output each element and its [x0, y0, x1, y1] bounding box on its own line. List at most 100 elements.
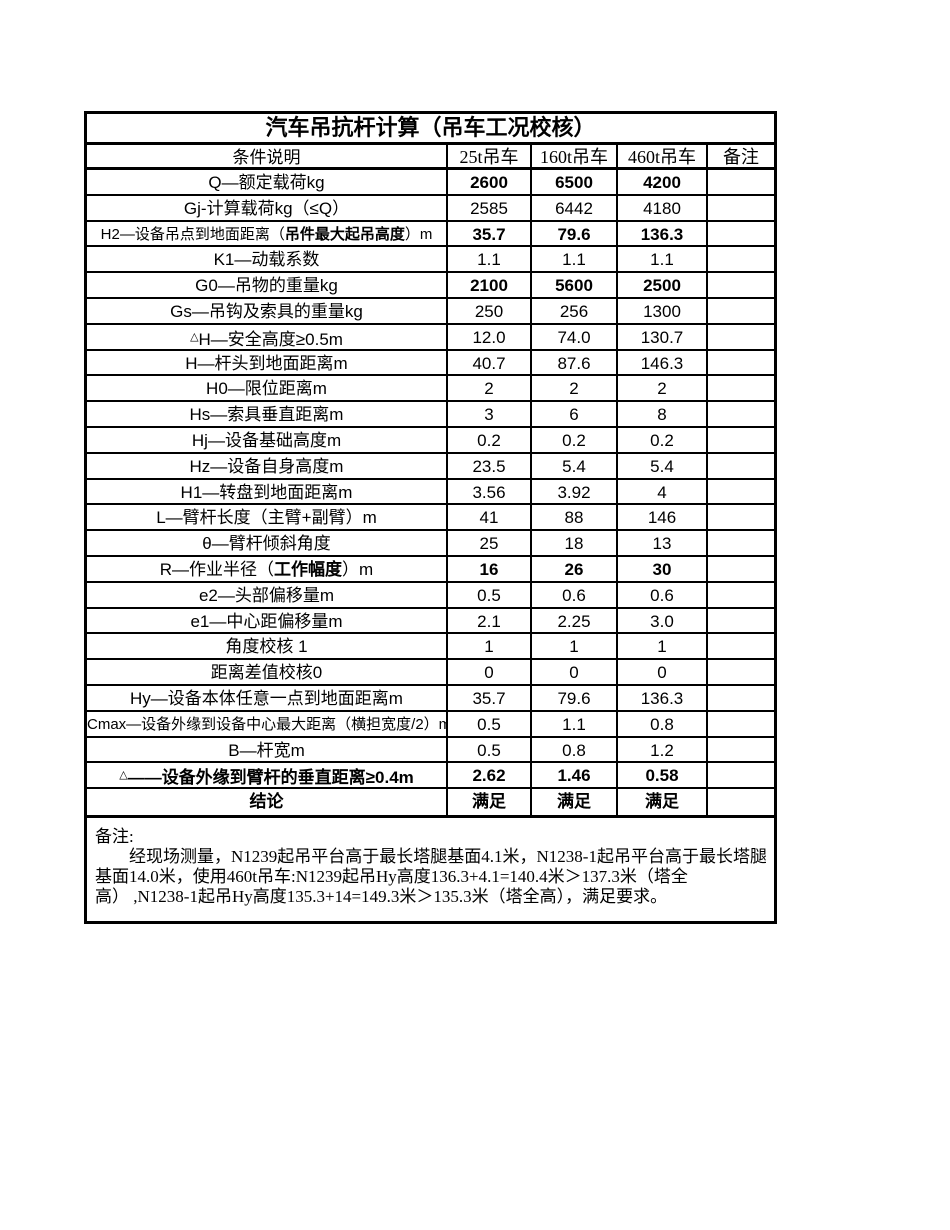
value-cell: 2500	[618, 273, 708, 297]
notes-line: 基面14.0米，使用460t吊车:N1239起吊Hy高度136.3+4.1=14…	[95, 866, 688, 886]
row-label: Q—额定载荷kg	[87, 170, 448, 194]
remark-cell	[708, 273, 774, 297]
value-cell: 1.1	[618, 247, 708, 272]
value-cell: 130.7	[618, 324, 708, 349]
label-text: 角度校核 1	[225, 637, 308, 657]
row-label: Gs—吊钩及索具的重量kg	[87, 298, 448, 323]
label-text: K1—动载系数	[213, 250, 320, 270]
value-cell: 1.46	[532, 763, 618, 788]
label-text: 吊件最大起吊高度	[284, 225, 405, 243]
value-cell: 6	[532, 402, 618, 426]
notes-line: 经现场测量，N1239起吊平台高于最长塔腿基面4.1米，N1238-1起吊平台高…	[129, 846, 766, 866]
table-row: Hy—设备本体任意一点到地面距离m 35.7 79.6 136.3	[87, 685, 774, 712]
table-row: θ—臂杆倾斜角度 25 18 13	[87, 531, 774, 557]
notes-box: 备注: 经现场测量，N1239起吊平台高于最长塔腿基面4.1米，N1238-1起…	[87, 814, 774, 921]
value-cell: 0.5	[448, 582, 532, 607]
label-text: R—作业半径（	[159, 559, 275, 579]
value-cell: 5.4	[532, 453, 618, 478]
label-text: H—杆头到地面距离m	[185, 353, 348, 373]
header-cell-0: 条件说明	[87, 145, 448, 167]
value-cell: 0	[618, 660, 708, 684]
value-cell: 0.8	[532, 737, 618, 762]
value-cell: 3.92	[532, 479, 618, 504]
value-cell: 0.2	[532, 427, 618, 452]
label-text: Q—额定载荷kg	[208, 173, 325, 192]
row-label: e2—头部偏移量m	[87, 582, 448, 607]
row-label: △H—安全高度≥0.5m	[87, 324, 448, 349]
remark-cell	[708, 170, 774, 194]
label-text: G0—吊物的重量kg	[195, 276, 338, 296]
value-cell: 2100	[448, 273, 532, 297]
value-cell: 250	[448, 298, 532, 323]
table-row: H—杆头到地面距离m 40.7 87.6 146.3	[87, 350, 774, 377]
row-label: R—作业半径（工作幅度）m	[87, 556, 448, 581]
table-row: Hz—设备自身高度m 23.5 5.4 5.4	[87, 453, 774, 480]
value-cell: 13	[618, 531, 708, 555]
label-text: θ—臂杆倾斜角度	[202, 534, 331, 554]
remark-cell	[708, 454, 774, 478]
remark-cell	[708, 480, 774, 504]
label-text: Hj—设备基础高度m	[191, 430, 342, 450]
remark-cell	[708, 247, 774, 271]
row-label: Hy—设备本体任意一点到地面距离m	[87, 685, 448, 710]
value-cell: 1	[532, 634, 618, 659]
row-label: H0—限位距离m	[87, 376, 448, 401]
row-label: 结论	[87, 789, 448, 815]
label-text: ）m	[342, 559, 374, 579]
value-cell: 2585	[448, 195, 532, 220]
table-row: L—臂杆长度（主臂+副臂）m 41 88 146	[87, 505, 774, 532]
remark-cell	[708, 583, 774, 607]
row-label: 角度校核 1	[87, 634, 448, 659]
value-cell: 18	[532, 531, 618, 555]
value-cell: 1	[448, 634, 532, 659]
value-cell: 0.8	[618, 711, 708, 736]
row-label: B—杆宽m	[87, 737, 448, 762]
value-cell: 35.7	[448, 221, 532, 246]
value-cell: 3.0	[618, 608, 708, 633]
value-cell: 2600	[448, 170, 532, 194]
table-row: R—作业半径（工作幅度）m 16 26 30	[87, 556, 774, 583]
value-cell: 0.5	[448, 711, 532, 736]
row-label: Hz—设备自身高度m	[87, 453, 448, 478]
label-text: e1—中心距偏移量m	[190, 611, 343, 631]
crane-calculation-table: 汽车吊抗杆计算（吊车工况校核） 条件说明 25t吊车 160t吊车 460t吊车 备注 …	[84, 111, 777, 924]
label-text: Hy—设备本体任意一点到地面距离m	[130, 688, 403, 708]
value-cell: 88	[532, 505, 618, 530]
value-cell: 256	[532, 298, 618, 323]
value-cell: 2.1	[448, 608, 532, 633]
remark-cell	[708, 196, 774, 220]
value-cell: 3.56	[448, 479, 532, 504]
table-row: Gs—吊钩及索具的重量kg 250 256 1300	[87, 298, 774, 325]
row-label: Hs—索具垂直距离m	[87, 402, 448, 426]
table-row: e2—头部偏移量m 0.5 0.6 0.6	[87, 582, 774, 609]
label-text: H—安全高度≥0.5m	[198, 329, 343, 349]
value-cell: 0.6	[618, 582, 708, 607]
value-cell: 2	[448, 376, 532, 401]
value-cell: 0.58	[618, 763, 708, 788]
value-cell: 23.5	[448, 453, 532, 478]
table-row: H2—设备吊点到地面距离（吊件最大起吊高度）m 35.7 79.6 136.3	[87, 221, 774, 248]
value-cell: 1.2	[618, 737, 708, 762]
row-label: L—臂杆长度（主臂+副臂）m	[87, 505, 448, 530]
label-text: 工作幅度	[274, 559, 343, 579]
value-cell: 1.1	[532, 247, 618, 272]
value-cell: 25	[448, 531, 532, 555]
table-row: △——设备外缘到臂杆的垂直距离≥0.4m 2.62 1.46 0.58	[87, 763, 774, 790]
row-label: H1—转盘到地面距离m	[87, 479, 448, 504]
header-cell-1: 25t吊车	[448, 145, 532, 167]
value-cell: 0.2	[618, 427, 708, 452]
value-cell: 87.6	[532, 350, 618, 375]
remark-cell	[708, 402, 774, 426]
value-cell: 146.3	[618, 350, 708, 375]
label-text: Gj-计算载荷kg（≤Q）	[183, 198, 350, 218]
value-cell: 0	[532, 660, 618, 684]
label-text: ——设备外缘到臂杆的垂直距离≥0.4m	[127, 768, 414, 788]
value-cell: 4	[618, 479, 708, 504]
remark-cell	[708, 531, 774, 555]
value-cell: 0.6	[532, 582, 618, 607]
label-text: H2—设备吊点到地面距离（	[100, 225, 285, 243]
remark-cell	[708, 299, 774, 323]
value-cell: 5600	[532, 273, 618, 297]
